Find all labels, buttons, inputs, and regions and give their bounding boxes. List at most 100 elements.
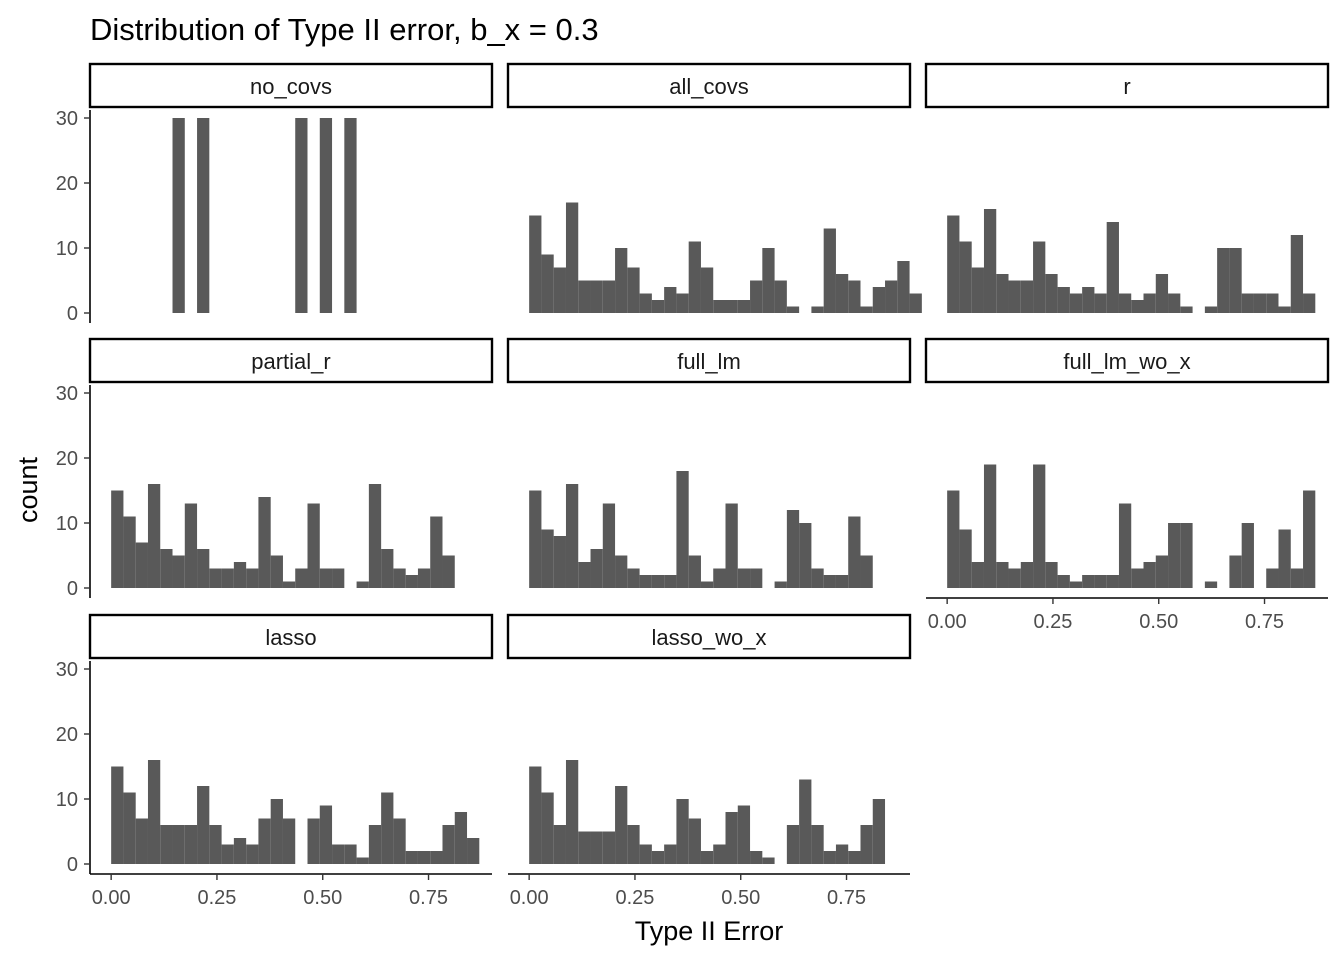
histogram-bar [221,844,234,864]
x-tick-label: 0.50 [303,887,342,909]
histogram-bar [1069,581,1083,588]
histogram-bar [529,766,542,864]
facet-panel-lasso_wo_x: lasso_wo_x 0.00 0.25 0.50 0.75 [506,613,912,909]
histogram-bar [848,851,861,864]
y-tick-label: 0 [67,578,78,600]
facet-strip-label: lasso [265,625,316,650]
histogram-bar [1217,248,1230,313]
histogram-bar [1278,306,1291,313]
histogram-bar [1168,293,1181,313]
histogram-bar [1253,293,1267,313]
histogram-bar [319,118,333,313]
histogram-bar [1131,300,1144,313]
histogram-bar [786,510,800,588]
histogram-bar [541,529,554,588]
y-axis-title: count [13,456,43,523]
histogram-bar [1020,562,1034,588]
histogram-bar [811,306,824,313]
facet-strip-label: lasso_wo_x [652,625,767,650]
histogram-bar [1229,555,1242,588]
histogram-bar [1303,293,1316,313]
histogram-bar [811,825,824,864]
histogram-bar [1020,280,1034,313]
histogram-bar [872,287,886,313]
histogram-bar [1204,306,1218,313]
histogram-bar [664,844,677,864]
facet-strip-label: all_covs [669,74,748,99]
histogram-bar [1033,241,1046,313]
histogram-bar [835,575,849,588]
facet-strip [88,62,494,109]
histogram-bar [627,825,640,864]
histogram-bar [1033,464,1046,588]
histogram-bar [356,581,369,588]
histogram-bar [725,812,738,864]
histogram-bar [590,549,603,588]
y-tick-label: 0 [67,303,78,325]
histogram-bar [529,490,542,588]
histogram-bar [1241,523,1254,588]
histogram-bar [405,851,418,864]
histogram-bar [307,503,320,588]
histogram-bar [565,760,579,864]
histogram-bar [147,760,161,864]
histogram-bar [233,838,247,864]
histogram-bar [393,568,406,588]
histogram-bar [737,805,751,864]
histogram-bar [197,786,210,864]
histogram-bar [615,248,628,313]
x-tick-label: 0.25 [1033,611,1072,633]
histogram-bar [639,293,652,313]
histogram-bar [270,555,283,588]
facet-panel-full_lm_wo_x: full_lm_wo_x 0.00 0.25 0.50 0.75 [924,337,1330,633]
histogram-bar [1168,523,1181,588]
histogram-bar [762,248,775,313]
histogram-bar [319,568,333,588]
histogram-bar [1278,529,1291,588]
histogram-bar [1106,222,1119,313]
facet-strip-label: full_lm [677,349,741,374]
histogram-bar [676,293,689,313]
histogram-bar [578,831,591,864]
histogram-bar [541,792,554,864]
facet-strip-label: full_lm_wo_x [1063,349,1190,374]
y-tick-label: 30 [56,108,78,130]
histogram-bar [1082,575,1095,588]
histogram-bar [1094,293,1107,313]
histogram-bar [835,274,849,313]
histogram-bar [725,503,738,588]
facet-strip-label: partial_r [251,349,330,374]
histogram-bar [565,202,579,313]
facet-strip-label: no_covs [250,74,332,99]
histogram-bar [1143,562,1156,588]
histogram-bar [602,280,616,313]
histogram-bar [1106,575,1119,588]
facet-strip [506,62,912,109]
histogram-bar [1155,274,1169,313]
histogram-bar [1180,523,1193,588]
x-tick-label: 0.75 [409,887,448,909]
x-tick-label: 0.00 [510,887,549,909]
histogram-bar [221,568,234,588]
histogram-bar [799,523,812,588]
histogram-bar [1241,293,1254,313]
histogram-bar [197,549,210,588]
histogram-bar [282,818,296,864]
y-tick-label: 10 [56,789,78,811]
histogram-bar [1290,568,1304,588]
histogram-bar [651,575,665,588]
histogram-bar [172,118,185,313]
histogram-bar [1118,293,1132,313]
histogram-bar [1045,562,1058,588]
histogram-bar [430,516,443,588]
histogram-bar [996,562,1009,588]
histogram-bar [209,568,222,588]
facet-strip [924,62,1330,109]
histogram-bar [627,568,640,588]
histogram-bar [135,542,148,588]
histogram-bar [1082,287,1095,313]
facet-strip [506,337,912,384]
histogram-bar [737,568,751,588]
histogram-bar [123,792,136,864]
